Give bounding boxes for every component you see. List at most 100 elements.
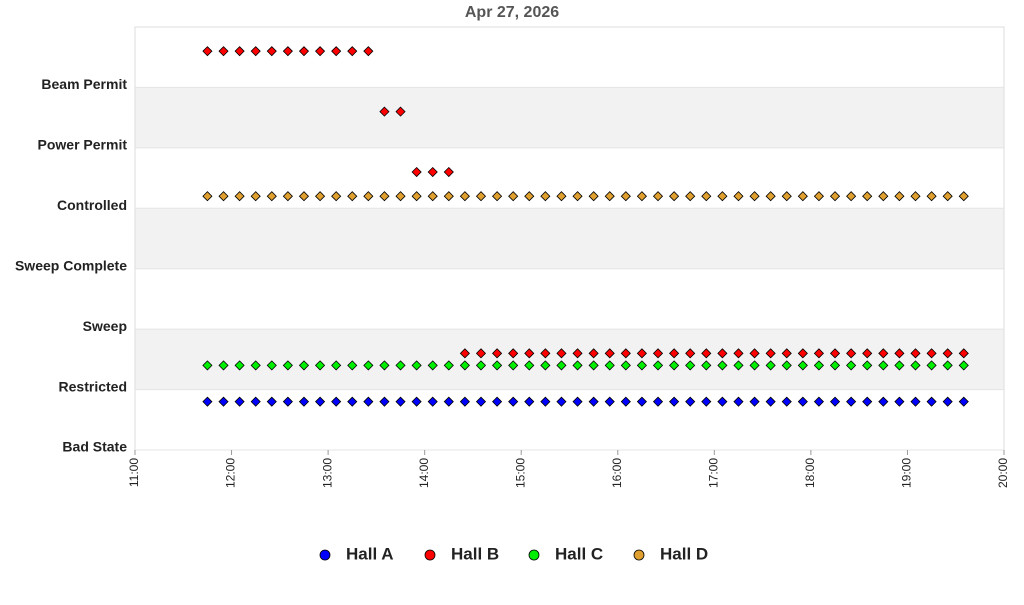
point xyxy=(524,348,535,359)
point xyxy=(250,360,261,371)
point xyxy=(508,191,519,202)
point xyxy=(540,396,551,407)
point xyxy=(556,191,567,202)
point xyxy=(443,166,454,178)
point xyxy=(797,360,808,371)
point xyxy=(733,191,744,202)
point xyxy=(411,360,422,371)
x-tick-label: 13:00 xyxy=(320,458,334,488)
point xyxy=(202,360,213,371)
point xyxy=(604,191,615,202)
point xyxy=(443,191,454,202)
point xyxy=(443,396,454,407)
point xyxy=(717,191,728,202)
point xyxy=(701,360,712,371)
point xyxy=(813,348,825,359)
chart-title: Apr 27, 2026 xyxy=(465,4,559,21)
point xyxy=(266,46,277,57)
point xyxy=(282,360,293,371)
point xyxy=(540,191,551,202)
point xyxy=(862,396,873,407)
point xyxy=(620,191,631,202)
point xyxy=(250,191,261,202)
point xyxy=(717,360,728,371)
y-tick-label: Sweep Complete xyxy=(15,257,127,273)
point xyxy=(958,396,969,407)
point xyxy=(749,191,760,202)
point xyxy=(395,191,406,202)
point xyxy=(910,396,921,407)
point xyxy=(395,396,406,407)
point xyxy=(926,191,937,202)
x-tick-label: 18:00 xyxy=(803,458,817,488)
point xyxy=(427,396,438,407)
point xyxy=(363,191,374,202)
x-tick-label: 14:00 xyxy=(417,458,431,488)
point xyxy=(765,396,776,407)
point xyxy=(282,191,293,202)
point xyxy=(765,348,776,359)
point xyxy=(829,396,841,407)
point xyxy=(411,396,422,407)
point xyxy=(492,348,503,359)
point xyxy=(508,360,519,371)
point xyxy=(813,191,825,202)
x-tick-label: 12:00 xyxy=(224,458,238,488)
point xyxy=(363,360,374,371)
legend-label: Hall A xyxy=(346,544,394,563)
point xyxy=(218,396,229,407)
point xyxy=(701,191,712,202)
point xyxy=(298,360,310,371)
y-tick-label: Restricted xyxy=(59,378,127,394)
point xyxy=(588,396,599,407)
y-tick-label: Controlled xyxy=(57,197,127,213)
point xyxy=(379,191,390,202)
point xyxy=(234,46,245,57)
point xyxy=(266,396,277,407)
point xyxy=(395,106,406,117)
point xyxy=(588,191,599,202)
legend-label: Hall C xyxy=(555,544,603,563)
point xyxy=(459,396,470,407)
point xyxy=(942,396,953,407)
point xyxy=(797,396,808,407)
point xyxy=(331,396,342,407)
point xyxy=(669,348,680,359)
point xyxy=(524,191,535,202)
point xyxy=(926,348,937,359)
point xyxy=(266,360,277,371)
point xyxy=(202,396,213,407)
point xyxy=(636,360,647,371)
point xyxy=(846,360,857,371)
point xyxy=(475,360,487,371)
point xyxy=(652,191,664,202)
point xyxy=(363,396,374,407)
point xyxy=(717,348,728,359)
point xyxy=(508,396,519,407)
legend-marker xyxy=(319,549,331,561)
point xyxy=(218,46,229,57)
point xyxy=(572,396,583,407)
band xyxy=(135,208,1004,269)
point xyxy=(475,396,487,407)
point xyxy=(443,360,454,371)
point xyxy=(427,166,438,178)
point xyxy=(524,360,535,371)
point xyxy=(379,360,390,371)
point xyxy=(878,396,889,407)
legend-marker xyxy=(424,549,436,561)
point xyxy=(652,360,664,371)
point xyxy=(685,360,696,371)
point xyxy=(492,191,503,202)
point xyxy=(685,191,696,202)
point xyxy=(878,360,889,371)
point xyxy=(572,348,583,359)
point xyxy=(604,348,615,359)
point xyxy=(829,360,841,371)
point xyxy=(556,348,567,359)
point xyxy=(781,360,792,371)
point xyxy=(942,191,953,202)
point xyxy=(347,360,358,371)
band xyxy=(135,329,1004,390)
point xyxy=(347,396,358,407)
